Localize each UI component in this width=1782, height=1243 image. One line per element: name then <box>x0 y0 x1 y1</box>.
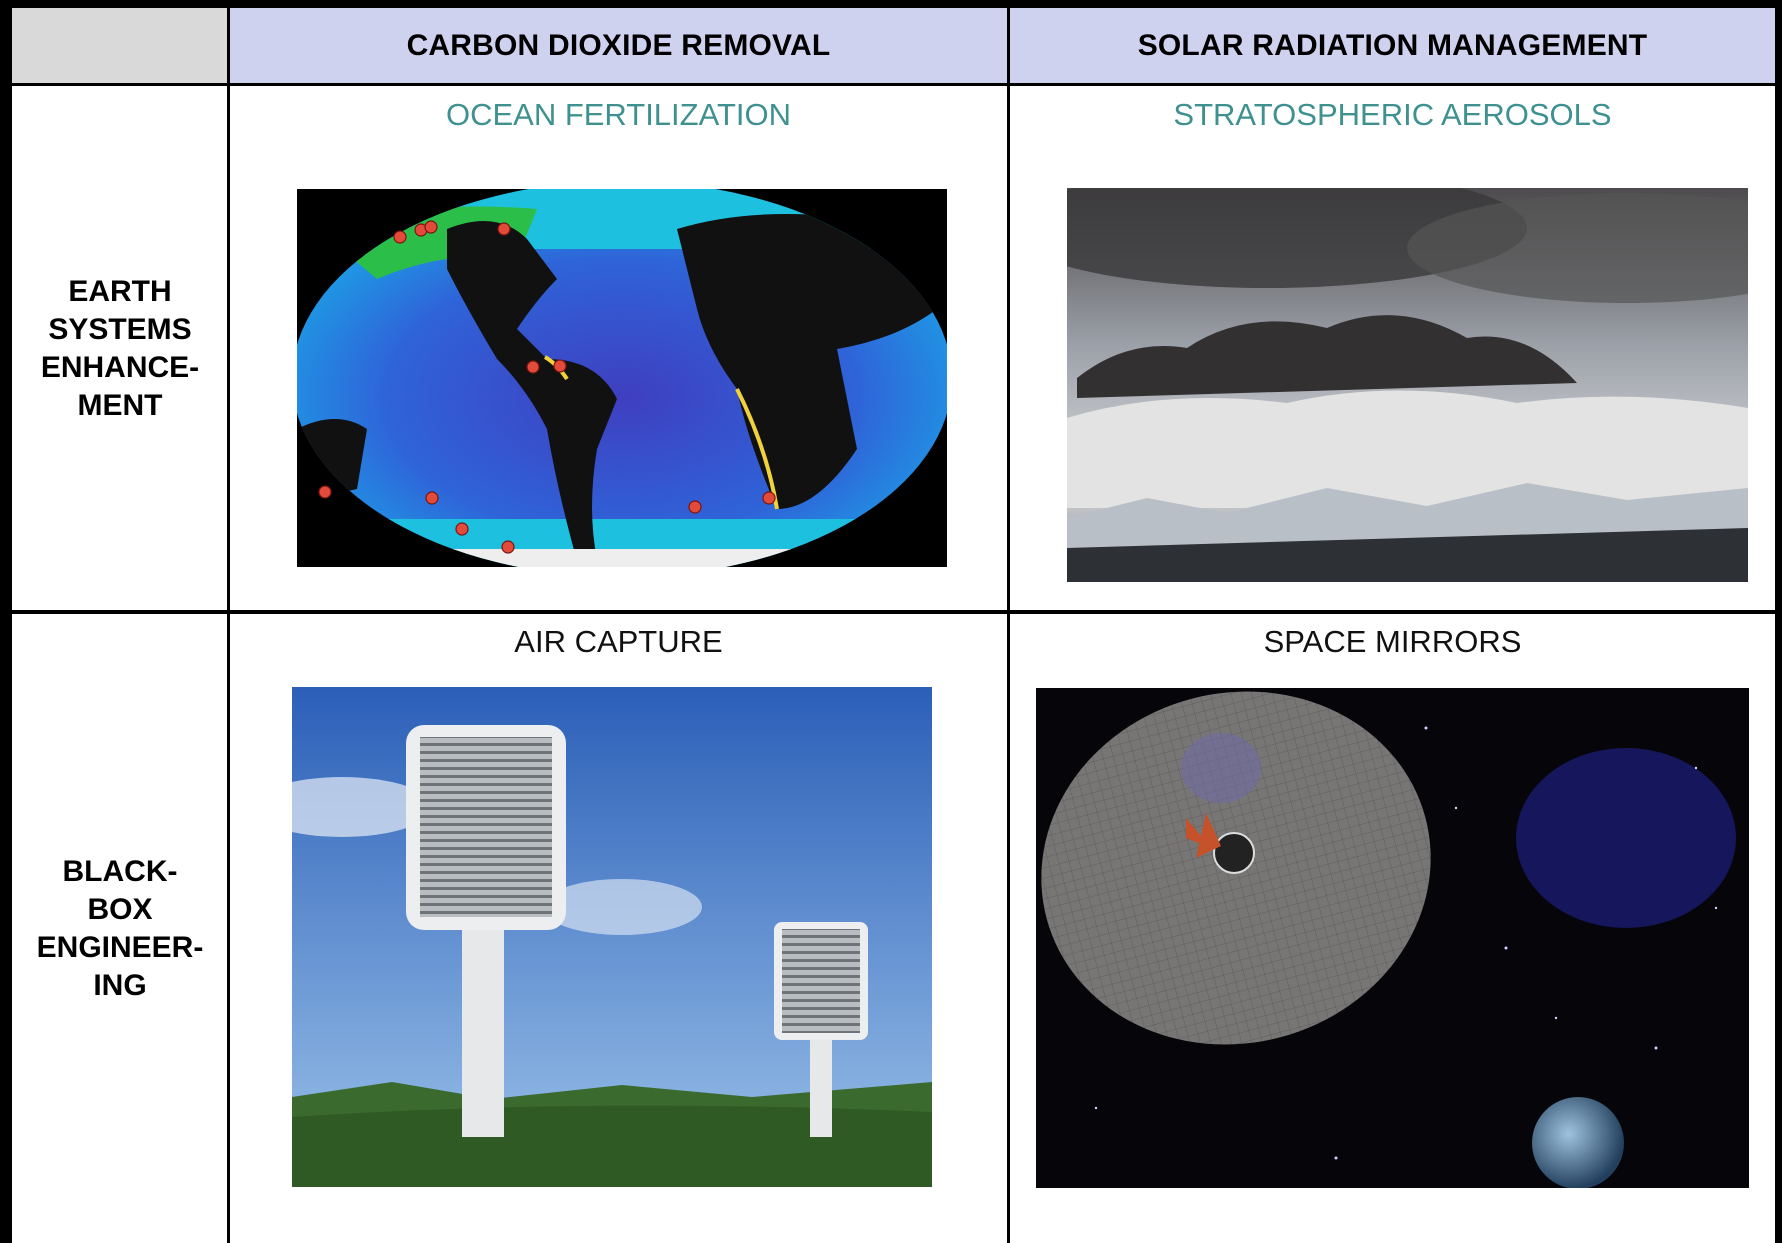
header-corner <box>12 8 228 84</box>
border-col-divider-2 <box>1007 8 1010 1243</box>
header-carbon-dioxide-removal: CARBON DIOXIDE REMOVAL <box>230 8 1007 84</box>
border-top <box>0 0 1782 8</box>
row-label-earth-systems: EARTH SYSTEMS ENHANCE- MENT <box>12 86 228 611</box>
border-left <box>0 0 12 1243</box>
cell-title-ocean-fertilization: OCEAN FERTILIZATION <box>445 97 792 132</box>
cell-title-air-capture: AIR CAPTURE <box>514 624 723 659</box>
space-mirror-image <box>1036 688 1749 1188</box>
header-col1-label: CARBON DIOXIDE REMOVAL <box>406 29 831 62</box>
row-label-black-box: BLACK- BOX ENGINEER- ING <box>12 614 228 1243</box>
cell-space-mirrors: SPACE MIRRORS <box>1010 614 1775 1243</box>
air-capture-towers-image <box>292 687 932 1187</box>
border-right <box>1775 0 1782 1243</box>
border-header-bottom <box>10 83 1782 86</box>
cell-air-capture: AIR CAPTURE <box>230 614 1007 1243</box>
cell-stratospheric-aerosols: STRATOSPHERIC AEROSOLS <box>1010 86 1775 611</box>
row2-label: BLACK- BOX ENGINEER- ING <box>36 854 204 1002</box>
row1-label: EARTH SYSTEMS ENHANCE- MENT <box>40 274 200 422</box>
border-col-divider-1 <box>227 8 230 1243</box>
cell-title-stratospheric-aerosols: STRATOSPHERIC AEROSOLS <box>1173 97 1612 132</box>
volcanic-ash-clouds-image <box>1067 188 1748 582</box>
cell-title-space-mirrors: SPACE MIRRORS <box>1263 624 1522 659</box>
ocean-productivity-map-image <box>297 189 947 567</box>
header-col2-label: SOLAR RADIATION MANAGEMENT <box>1137 29 1648 62</box>
header-solar-radiation-management: SOLAR RADIATION MANAGEMENT <box>1010 8 1775 84</box>
border-row-divider <box>10 610 1782 614</box>
cell-ocean-fertilization: OCEAN FERTILIZATION <box>230 86 1007 611</box>
